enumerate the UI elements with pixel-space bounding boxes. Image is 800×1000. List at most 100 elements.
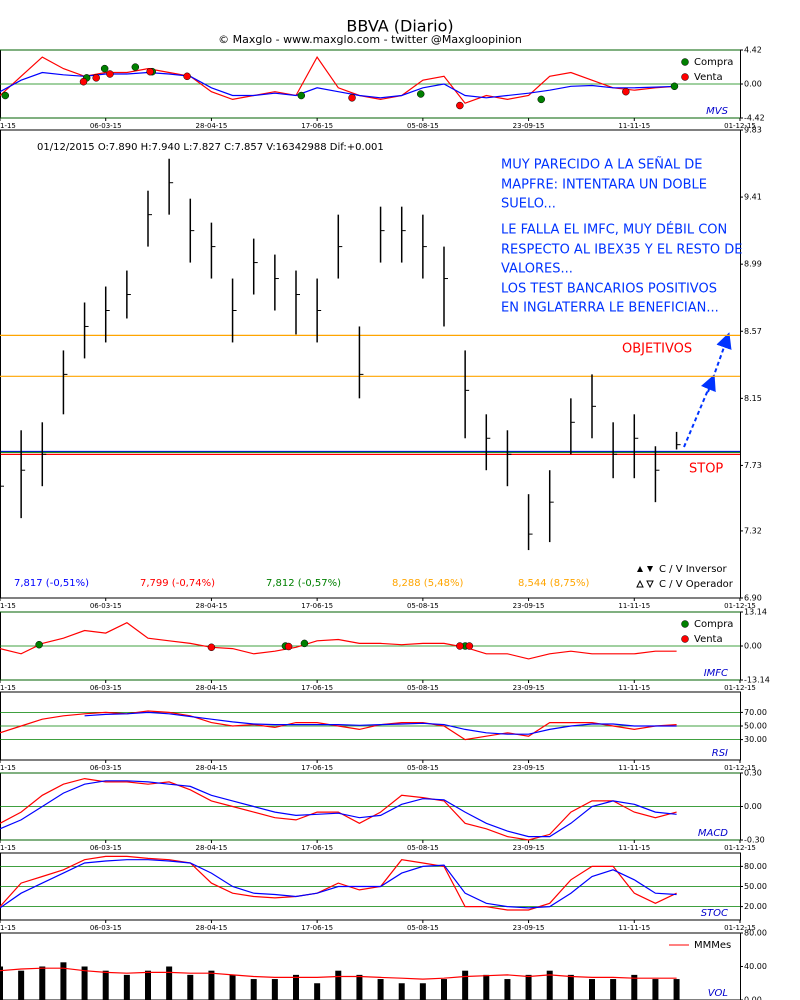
x-tick-label: 11-11-15: [618, 764, 650, 772]
volume-bar: [145, 970, 151, 1000]
signal-marker: [465, 642, 474, 650]
x-tick-label: 23-09-15: [513, 602, 545, 610]
chart-subtitle: © Maxglo - www.maxglo.com - twitter @Max…: [218, 33, 522, 46]
target-arrow: [707, 332, 732, 393]
volume-bar: [18, 970, 25, 1000]
signal-marker: [670, 82, 679, 91]
y-tick-label: 9.83: [744, 126, 762, 135]
level-label: 7,817 (-0,51%): [14, 578, 89, 589]
signal-marker: [183, 72, 191, 81]
volume-bar: [589, 979, 595, 1000]
signal-marker: [297, 91, 306, 100]
legend-label: Compra: [694, 619, 733, 630]
x-tick-label: 01-12-15: [724, 602, 756, 610]
legend-label: C / V Operador: [659, 579, 734, 590]
signal-marker: [622, 87, 630, 96]
panel-frame: [0, 932, 741, 1000]
chart-title: BBVA (Diario): [346, 17, 453, 36]
signal-marker: [79, 77, 88, 86]
volume-bar: [673, 979, 680, 1000]
signal-marker: [100, 64, 109, 73]
panel-frame: [0, 129, 741, 599]
signal-marker: [92, 74, 100, 82]
volume-bar: [187, 974, 194, 1000]
volume-bar: [356, 974, 363, 1000]
volume-bar: [166, 966, 173, 1000]
series-line: [0, 55, 677, 104]
level-label: 7,812 (-0,57%): [266, 578, 341, 589]
y-tick-label: 13.14: [744, 608, 767, 617]
y-tick-label: 0.00: [744, 996, 762, 1000]
x-tick-label: 1-15: [0, 122, 16, 130]
legend-label: Venta: [694, 72, 723, 83]
y-tick-label: 8.57: [744, 327, 762, 336]
x-tick-label: 01-12-15: [724, 844, 756, 852]
stop-label: STOP: [689, 462, 723, 477]
volume-bar: [441, 979, 447, 1000]
volume-bar: [0, 966, 3, 1000]
x-tick-label: 06-03-15: [90, 924, 122, 932]
x-tick-label: 06-03-15: [90, 122, 122, 130]
signal-marker: [35, 640, 43, 649]
x-tick-label: 17-06-15: [301, 844, 333, 852]
signal-marker: [300, 639, 309, 648]
x-tick-label: 23-09-15: [513, 122, 545, 130]
legend-label: MMMes: [694, 940, 731, 951]
series-line: [0, 855, 677, 911]
volume-bar: [631, 974, 638, 1000]
x-tick-label: 17-06-15: [301, 684, 333, 692]
legend-symbol: [636, 579, 654, 589]
x-tick-label: 17-06-15: [301, 122, 333, 130]
volume-bar: [483, 974, 490, 1000]
signal-marker: [537, 95, 546, 104]
panel-label: MACD: [698, 828, 728, 839]
x-tick-label: 28-04-15: [196, 684, 228, 692]
x-tick-label: 01-12-15: [724, 764, 756, 772]
x-tick-label: 05-08-15: [407, 764, 439, 772]
x-tick-label: 23-09-15: [513, 924, 545, 932]
x-tick-label: 1-15: [0, 602, 16, 610]
volume-bar: [208, 970, 215, 1000]
signal-marker: [456, 101, 464, 110]
x-tick-label: 17-06-15: [301, 602, 333, 610]
volume-bar: [102, 970, 109, 1000]
signal-marker: [1, 91, 10, 100]
x-tick-label: 05-08-15: [407, 684, 439, 692]
signal-marker: [207, 643, 216, 652]
y-tick-label: 0.00: [744, 802, 762, 811]
signal-marker: [416, 90, 425, 98]
x-tick-label: 06-03-15: [90, 602, 122, 610]
y-tick-label: 20.00: [744, 902, 767, 911]
x-tick-label: 1-15: [0, 924, 16, 932]
series-line: [0, 777, 677, 841]
series-line: [0, 622, 677, 660]
x-tick-label: 1-15: [0, 764, 16, 772]
volume-bar: [546, 970, 553, 1000]
x-tick-label: 1-15: [0, 844, 16, 852]
y-tick-label: 30.00: [744, 735, 767, 744]
y-tick-label: 50.00: [744, 722, 767, 731]
y-tick-label: 7.32: [744, 526, 762, 535]
volume-bar: [250, 979, 257, 1000]
annotation: SUELO...: [501, 197, 556, 212]
legend-marker: [681, 620, 689, 628]
x-tick-label: 05-08-15: [407, 602, 439, 610]
volume-bar: [271, 979, 278, 1000]
y-tick-label: 80.00: [744, 862, 767, 871]
y-tick-label: -0.30: [744, 836, 765, 845]
annotation: LOS TEST BANCARIOS POSITIVOS: [501, 282, 717, 297]
volume-bar: [462, 970, 469, 1000]
x-tick-label: 06-03-15: [90, 684, 122, 692]
y-tick-label: -13.14: [744, 676, 770, 685]
x-tick-label: 28-04-15: [196, 602, 228, 610]
x-tick-label: 05-08-15: [407, 844, 439, 852]
legend-marker: [681, 73, 689, 81]
volume-bar: [229, 974, 236, 1000]
x-tick-label: 23-09-15: [513, 844, 545, 852]
x-tick-label: 28-04-15: [196, 122, 228, 130]
signal-marker: [131, 63, 140, 71]
volume-bar: [60, 962, 67, 1000]
x-tick-label: 05-08-15: [407, 924, 439, 932]
y-tick-label: 50.00: [744, 882, 767, 891]
y-tick-label: 9.41: [744, 193, 762, 202]
